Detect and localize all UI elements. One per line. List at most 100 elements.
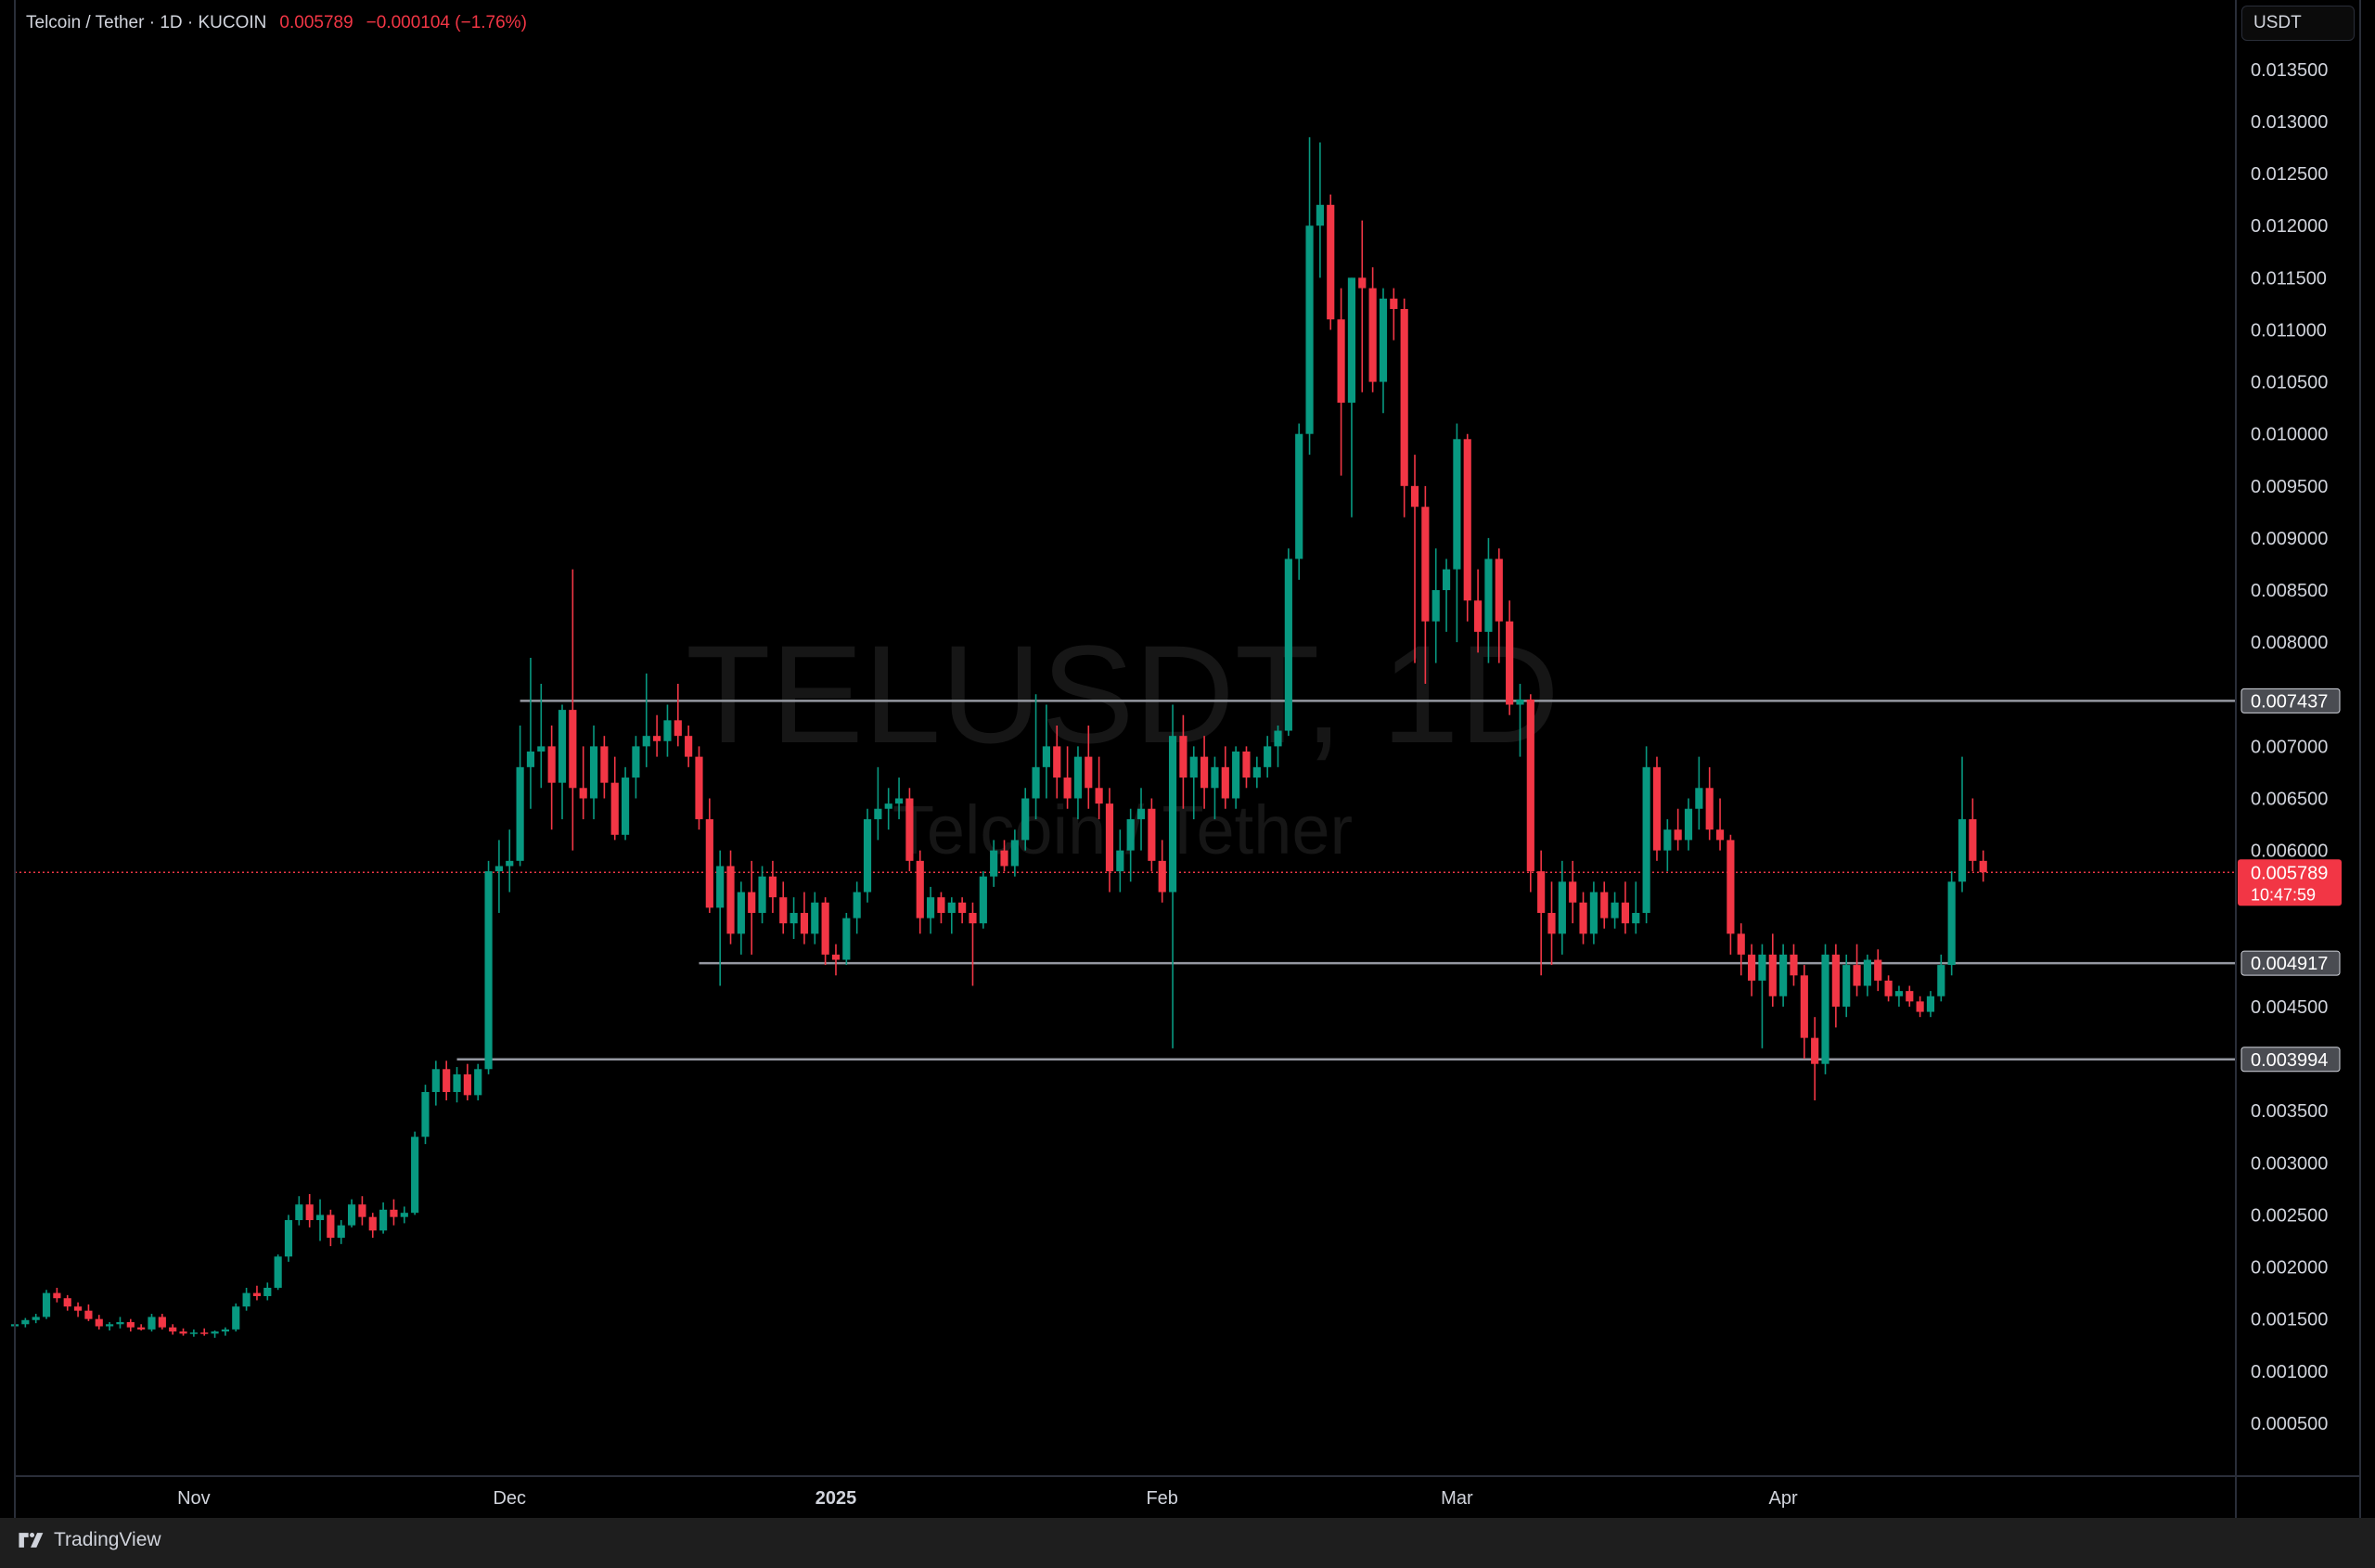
y-tick-label: 0.001500 bbox=[2251, 1310, 2328, 1330]
x-tick-label: Feb bbox=[1146, 1488, 1177, 1509]
candle-body bbox=[1611, 902, 1619, 919]
candle-body bbox=[1073, 756, 1083, 799]
candle-body bbox=[1969, 818, 1977, 861]
candle-body bbox=[842, 918, 851, 960]
candle-body bbox=[1085, 756, 1093, 789]
y-tick-label: 0.002500 bbox=[2251, 1205, 2328, 1226]
candle-body bbox=[1379, 298, 1388, 382]
candle-body bbox=[1600, 892, 1609, 919]
y-tick-label: 0.013000 bbox=[2251, 112, 2328, 133]
candle-body bbox=[685, 736, 693, 757]
candle-body bbox=[1495, 559, 1503, 622]
candle-body bbox=[1095, 788, 1103, 804]
candle-body bbox=[705, 818, 713, 908]
candle-body bbox=[1579, 902, 1587, 934]
candle-body bbox=[242, 1292, 250, 1307]
candle-body bbox=[737, 892, 745, 934]
candle-body bbox=[579, 788, 587, 799]
symbol-title[interactable]: Telcoin / Tether · 1D · KUCOIN bbox=[26, 13, 267, 32]
candle-body bbox=[695, 756, 703, 819]
candle-body bbox=[305, 1204, 314, 1221]
candle-body bbox=[1327, 204, 1335, 320]
x-tick-label: 2025 bbox=[815, 1488, 857, 1509]
candle-body bbox=[327, 1215, 335, 1239]
candle-body bbox=[1347, 277, 1356, 404]
candle-body bbox=[779, 897, 788, 924]
y-tick-label: 0.009500 bbox=[2251, 477, 2328, 497]
x-tick-label: Mar bbox=[1441, 1488, 1473, 1509]
level-price-badge bbox=[2240, 1047, 2341, 1073]
candle-body bbox=[1053, 746, 1061, 778]
candle-body bbox=[1790, 954, 1798, 976]
candle-body bbox=[1295, 433, 1303, 559]
candle-body bbox=[1705, 788, 1714, 830]
candle-body bbox=[158, 1317, 166, 1328]
candle-body bbox=[1400, 309, 1408, 486]
candle-body bbox=[284, 1220, 293, 1257]
tradingview-label: TradingView bbox=[54, 1529, 161, 1550]
candle-body bbox=[1032, 766, 1040, 799]
candle-body bbox=[169, 1327, 177, 1332]
candle-body bbox=[937, 897, 945, 913]
tradingview-branding[interactable]: TradingView bbox=[13, 1529, 161, 1551]
candle-body bbox=[600, 746, 609, 783]
candle-body bbox=[1242, 752, 1251, 778]
candle-body bbox=[1558, 881, 1566, 934]
candle-body bbox=[821, 902, 829, 955]
candle-body bbox=[1010, 840, 1019, 867]
candle-body bbox=[1189, 756, 1198, 778]
candle-body bbox=[358, 1204, 366, 1217]
candle-body bbox=[1421, 507, 1430, 622]
candle-body bbox=[621, 778, 630, 835]
candle-body bbox=[463, 1073, 471, 1096]
candle-body bbox=[474, 1069, 482, 1096]
candle-body bbox=[1684, 808, 1693, 841]
candle-body bbox=[800, 912, 809, 934]
candle-body bbox=[95, 1318, 103, 1327]
currency-select[interactable]: USDT bbox=[2241, 6, 2355, 41]
candle-body bbox=[421, 1091, 430, 1137]
candle-body bbox=[400, 1213, 408, 1217]
candle-body bbox=[263, 1287, 272, 1296]
candle-body bbox=[73, 1306, 83, 1311]
y-tick-label: 0.002000 bbox=[2251, 1258, 2328, 1279]
candle-body bbox=[1316, 204, 1324, 226]
candle-body bbox=[1506, 621, 1514, 705]
candle-body bbox=[221, 1329, 230, 1332]
y-tick-label: 0.009000 bbox=[2251, 529, 2328, 549]
candle-body bbox=[537, 746, 546, 752]
candle-body bbox=[1863, 959, 1871, 986]
candle-body bbox=[1727, 840, 1735, 934]
candle-body bbox=[252, 1292, 262, 1296]
candle-body bbox=[211, 1331, 219, 1334]
candle-body bbox=[1358, 277, 1367, 289]
x-tick-label: Apr bbox=[1769, 1488, 1798, 1509]
candle-body bbox=[1589, 892, 1598, 934]
candle-body bbox=[1874, 959, 1882, 981]
candle-body bbox=[947, 902, 956, 913]
y-tick-label: 0.008000 bbox=[2251, 633, 2328, 653]
candle-body bbox=[558, 710, 567, 783]
y-tick-label: 0.003500 bbox=[2251, 1101, 2328, 1122]
y-tick-label: 0.011000 bbox=[2251, 320, 2327, 341]
candle-body bbox=[1516, 699, 1524, 705]
y-tick-label: 0.008500 bbox=[2251, 581, 2328, 601]
candle-body bbox=[1811, 1037, 1819, 1064]
candle-body bbox=[232, 1306, 240, 1330]
candle-body bbox=[1663, 829, 1672, 851]
candle-body bbox=[1042, 746, 1050, 767]
candle-body bbox=[1526, 699, 1534, 872]
candle-body bbox=[1105, 803, 1114, 872]
footer-bar bbox=[0, 1518, 2375, 1568]
level-price-label: 0.004917 bbox=[2251, 954, 2328, 974]
candle-body bbox=[1211, 766, 1219, 789]
candle-body bbox=[1715, 829, 1725, 841]
candle-body bbox=[1926, 996, 1935, 1012]
candle-body bbox=[1158, 860, 1166, 893]
candle-body bbox=[1136, 808, 1146, 819]
level-price-label: 0.007437 bbox=[2251, 691, 2328, 712]
candle-body bbox=[390, 1209, 398, 1217]
candle-body bbox=[21, 1319, 30, 1325]
